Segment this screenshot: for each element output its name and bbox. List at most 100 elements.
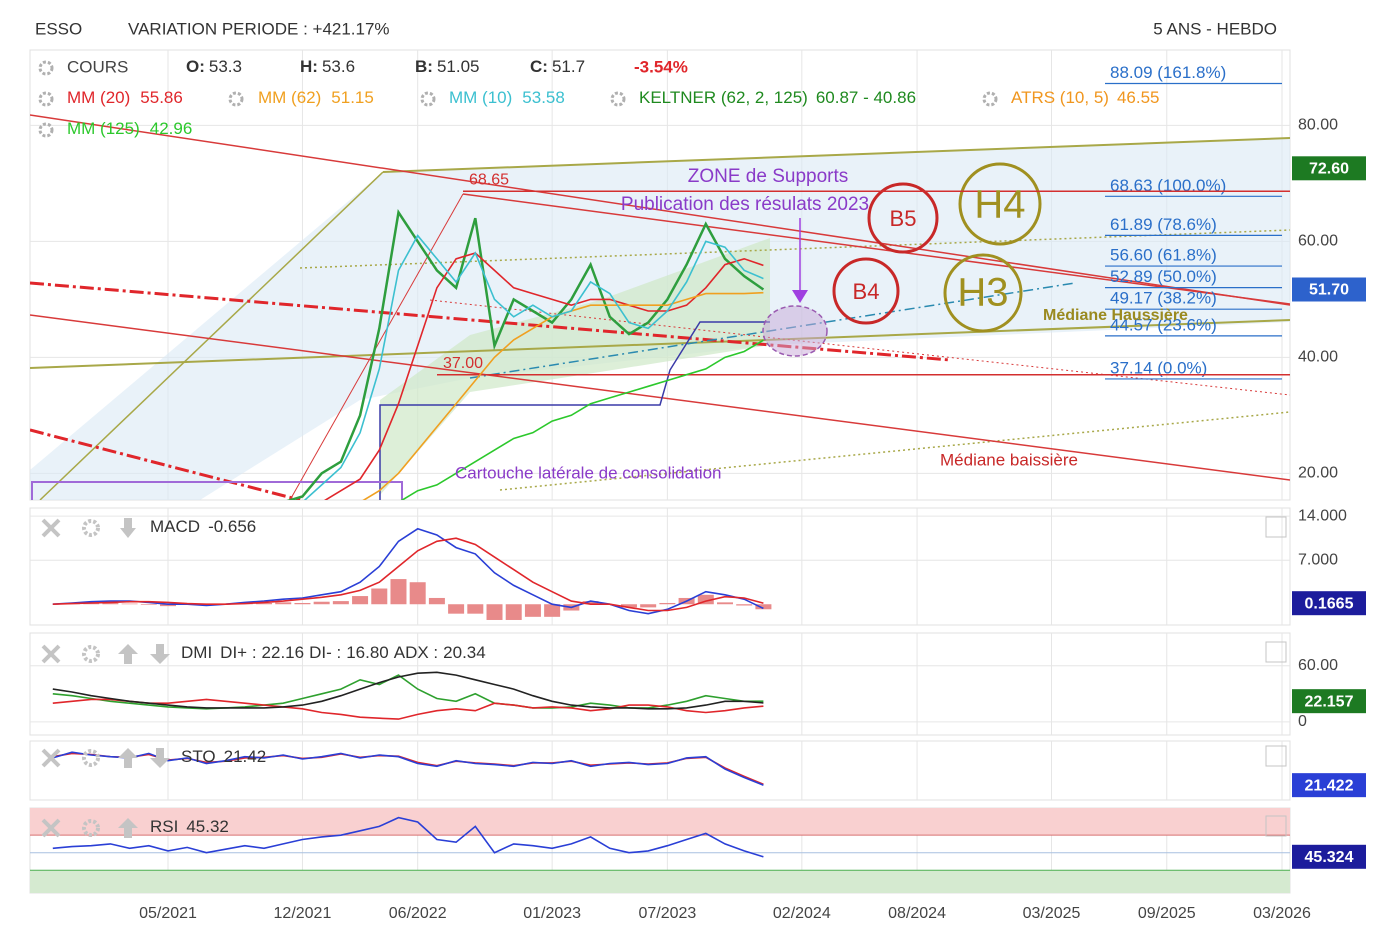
y-tick-label: 20.00: [1298, 465, 1338, 482]
keltner-step: [379, 321, 770, 500]
x-tick-label: 05/2021: [139, 905, 197, 922]
series-line: [400, 339, 764, 500]
y-tick-label: 14.000: [1298, 507, 1347, 524]
histogram-bar: [332, 601, 349, 605]
x-tick-label: 03/2026: [1253, 905, 1311, 922]
symbol: ESSO: [35, 19, 82, 38]
panel-series: [52, 751, 764, 786]
histogram-bar: [102, 602, 119, 605]
y-tick-label: 0: [1298, 713, 1307, 730]
note: Médiane Haussière: [1043, 307, 1188, 324]
value-tag: [1292, 689, 1366, 714]
x-tick-label: 01/2023: [523, 905, 581, 922]
x-tick-label: 06/2022: [389, 905, 447, 922]
extreme-label: 37.00: [443, 355, 483, 372]
overbought-band: [30, 808, 1290, 836]
value-tag: [1292, 156, 1366, 181]
support-zone: [762, 305, 828, 357]
fib-label: 88.09 (161.8%): [1110, 63, 1226, 82]
legend-cours: COURS: [67, 57, 128, 76]
histogram-bar: [505, 604, 522, 620]
series-line: [362, 291, 764, 500]
fib-label: 68.63 (100.0%): [1110, 176, 1226, 195]
histogram-bar: [352, 596, 369, 605]
series-line: [303, 234, 764, 500]
dmi-panel: [29, 632, 1291, 736]
note: Publication des résulats 2023: [621, 194, 869, 215]
change: -3.54%: [634, 57, 688, 76]
note: Cartouche latérale de consolidation: [455, 463, 722, 482]
sto-panel: [29, 740, 1291, 801]
histogram-bar: [409, 582, 426, 605]
x-tick-label: 12/2021: [274, 905, 332, 922]
value-tag-label: 21.422: [1305, 777, 1354, 794]
legend-item: ATRS (10, 5) 46.55: [1011, 88, 1159, 107]
arrow-head: [792, 290, 808, 303]
y-tick-label: 60.00: [1298, 657, 1338, 674]
note: B5: [890, 206, 917, 231]
circle-h3: [943, 253, 1023, 333]
fib-label: 44.57 (23.6%): [1110, 315, 1217, 334]
histogram-bar: [121, 603, 138, 605]
legend-item: MM (10) 53.58: [449, 88, 565, 107]
trend-line: [289, 193, 464, 500]
panel-title: STO 21.42: [181, 747, 266, 766]
fib-label: 52.89 (50.0%): [1110, 267, 1217, 286]
trend-line: [382, 137, 1290, 173]
legend-item: KELTNER (62, 2, 125) 60.87 - 40.86: [639, 88, 916, 107]
panel-series: [52, 671, 764, 720]
value-tag: [1292, 277, 1366, 302]
histogram-bar: [256, 602, 273, 605]
note: B4: [853, 279, 880, 304]
histogram-bar: [390, 579, 407, 605]
series: 88.09 (161.8%) 68.63 (100.0%) 61.89 (78.6%…: [52, 63, 1290, 858]
panel-icons: [41, 516, 1287, 838]
y-tick-label: 7.000: [1298, 551, 1338, 568]
value-tag-label: 72.60: [1309, 161, 1349, 178]
histogram-bar: [467, 604, 484, 614]
histogram-bar: [544, 604, 561, 617]
y-tick-label: 40.00: [1298, 349, 1338, 366]
panel-title: DMI DI+ :22.16 DI- :16.80 ADX :20.34: [181, 643, 486, 662]
histogram-bar: [582, 601, 599, 605]
ohlc: B: 51.05: [415, 57, 480, 76]
histogram-bar: [448, 604, 465, 614]
histogram-bar: [659, 602, 676, 605]
panel-series: 88.09 (161.8%) 68.63 (100.0%) 61.89 (78.6%…: [286, 63, 1290, 500]
x-tick-label: 09/2025: [1138, 905, 1196, 922]
series-line: [52, 751, 764, 786]
circle-b4: [832, 257, 900, 325]
series-line: [323, 252, 764, 500]
grid: [30, 50, 1290, 893]
legend-item: MM (125) 42.96: [67, 119, 192, 138]
legend-item: MM (20) 55.86: [67, 88, 183, 107]
variation: VARIATION PERIODE : +421.17%: [128, 19, 390, 38]
histogram-bar: [428, 597, 445, 605]
texts: ESSO VARIATION PERIODE : +421.17% 5 ANS …: [35, 19, 1277, 482]
trend-line: [30, 314, 1290, 481]
x-tick-label: 02/2024: [773, 905, 831, 922]
histogram-bar: [697, 594, 714, 605]
fib-label: 37.14 (0.0%): [1110, 358, 1207, 377]
histogram-bar: [620, 604, 637, 608]
trend-line: [30, 114, 1290, 306]
legend-item: MM (62) 51.15: [258, 88, 374, 107]
series-line: [52, 537, 764, 612]
trend-line: [499, 411, 1290, 491]
series-line: [52, 816, 764, 858]
circle-h4: [958, 162, 1042, 246]
fib-label: 49.17 (38.2%): [1110, 289, 1217, 308]
histogram-bar: [160, 604, 176, 607]
extreme-label: 68.65: [469, 171, 509, 188]
histogram-bar: [640, 604, 657, 608]
panel-series: [52, 816, 764, 858]
value-tag-label: 51.70: [1309, 282, 1349, 299]
value-tag-label: 22.157: [1305, 693, 1354, 710]
trend-line: [30, 428, 301, 500]
series-line: [52, 671, 764, 710]
trend-line: [299, 229, 1290, 269]
value-tag: [1292, 591, 1366, 616]
y-tick-label: 60.00: [1298, 233, 1338, 250]
oversold-band: [30, 870, 1290, 893]
